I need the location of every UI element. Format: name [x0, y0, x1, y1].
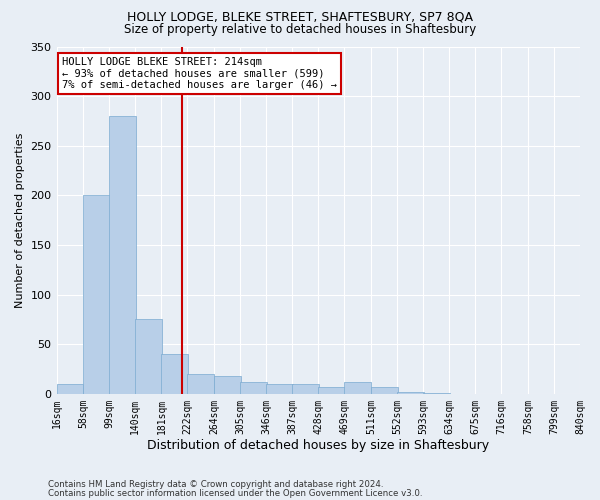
- Bar: [109, 116, 136, 394]
- Bar: [344, 382, 371, 394]
- Text: Contains public sector information licensed under the Open Government Licence v3: Contains public sector information licen…: [48, 490, 422, 498]
- Bar: [56, 384, 83, 394]
- Bar: [83, 196, 110, 394]
- Bar: [371, 387, 398, 394]
- Bar: [266, 384, 293, 394]
- Bar: [423, 393, 450, 394]
- Bar: [214, 376, 241, 394]
- Bar: [292, 384, 319, 394]
- Bar: [397, 392, 424, 394]
- Bar: [318, 387, 345, 394]
- Text: HOLLY LODGE, BLEKE STREET, SHAFTESBURY, SP7 8QA: HOLLY LODGE, BLEKE STREET, SHAFTESBURY, …: [127, 10, 473, 23]
- Text: Size of property relative to detached houses in Shaftesbury: Size of property relative to detached ho…: [124, 22, 476, 36]
- X-axis label: Distribution of detached houses by size in Shaftesbury: Distribution of detached houses by size …: [147, 440, 490, 452]
- Bar: [161, 354, 188, 394]
- Text: Contains HM Land Registry data © Crown copyright and database right 2024.: Contains HM Land Registry data © Crown c…: [48, 480, 383, 489]
- Bar: [240, 382, 267, 394]
- Text: HOLLY LODGE BLEKE STREET: 214sqm
← 93% of detached houses are smaller (599)
7% o: HOLLY LODGE BLEKE STREET: 214sqm ← 93% o…: [62, 57, 337, 90]
- Y-axis label: Number of detached properties: Number of detached properties: [15, 132, 25, 308]
- Bar: [136, 320, 162, 394]
- Bar: [187, 374, 214, 394]
